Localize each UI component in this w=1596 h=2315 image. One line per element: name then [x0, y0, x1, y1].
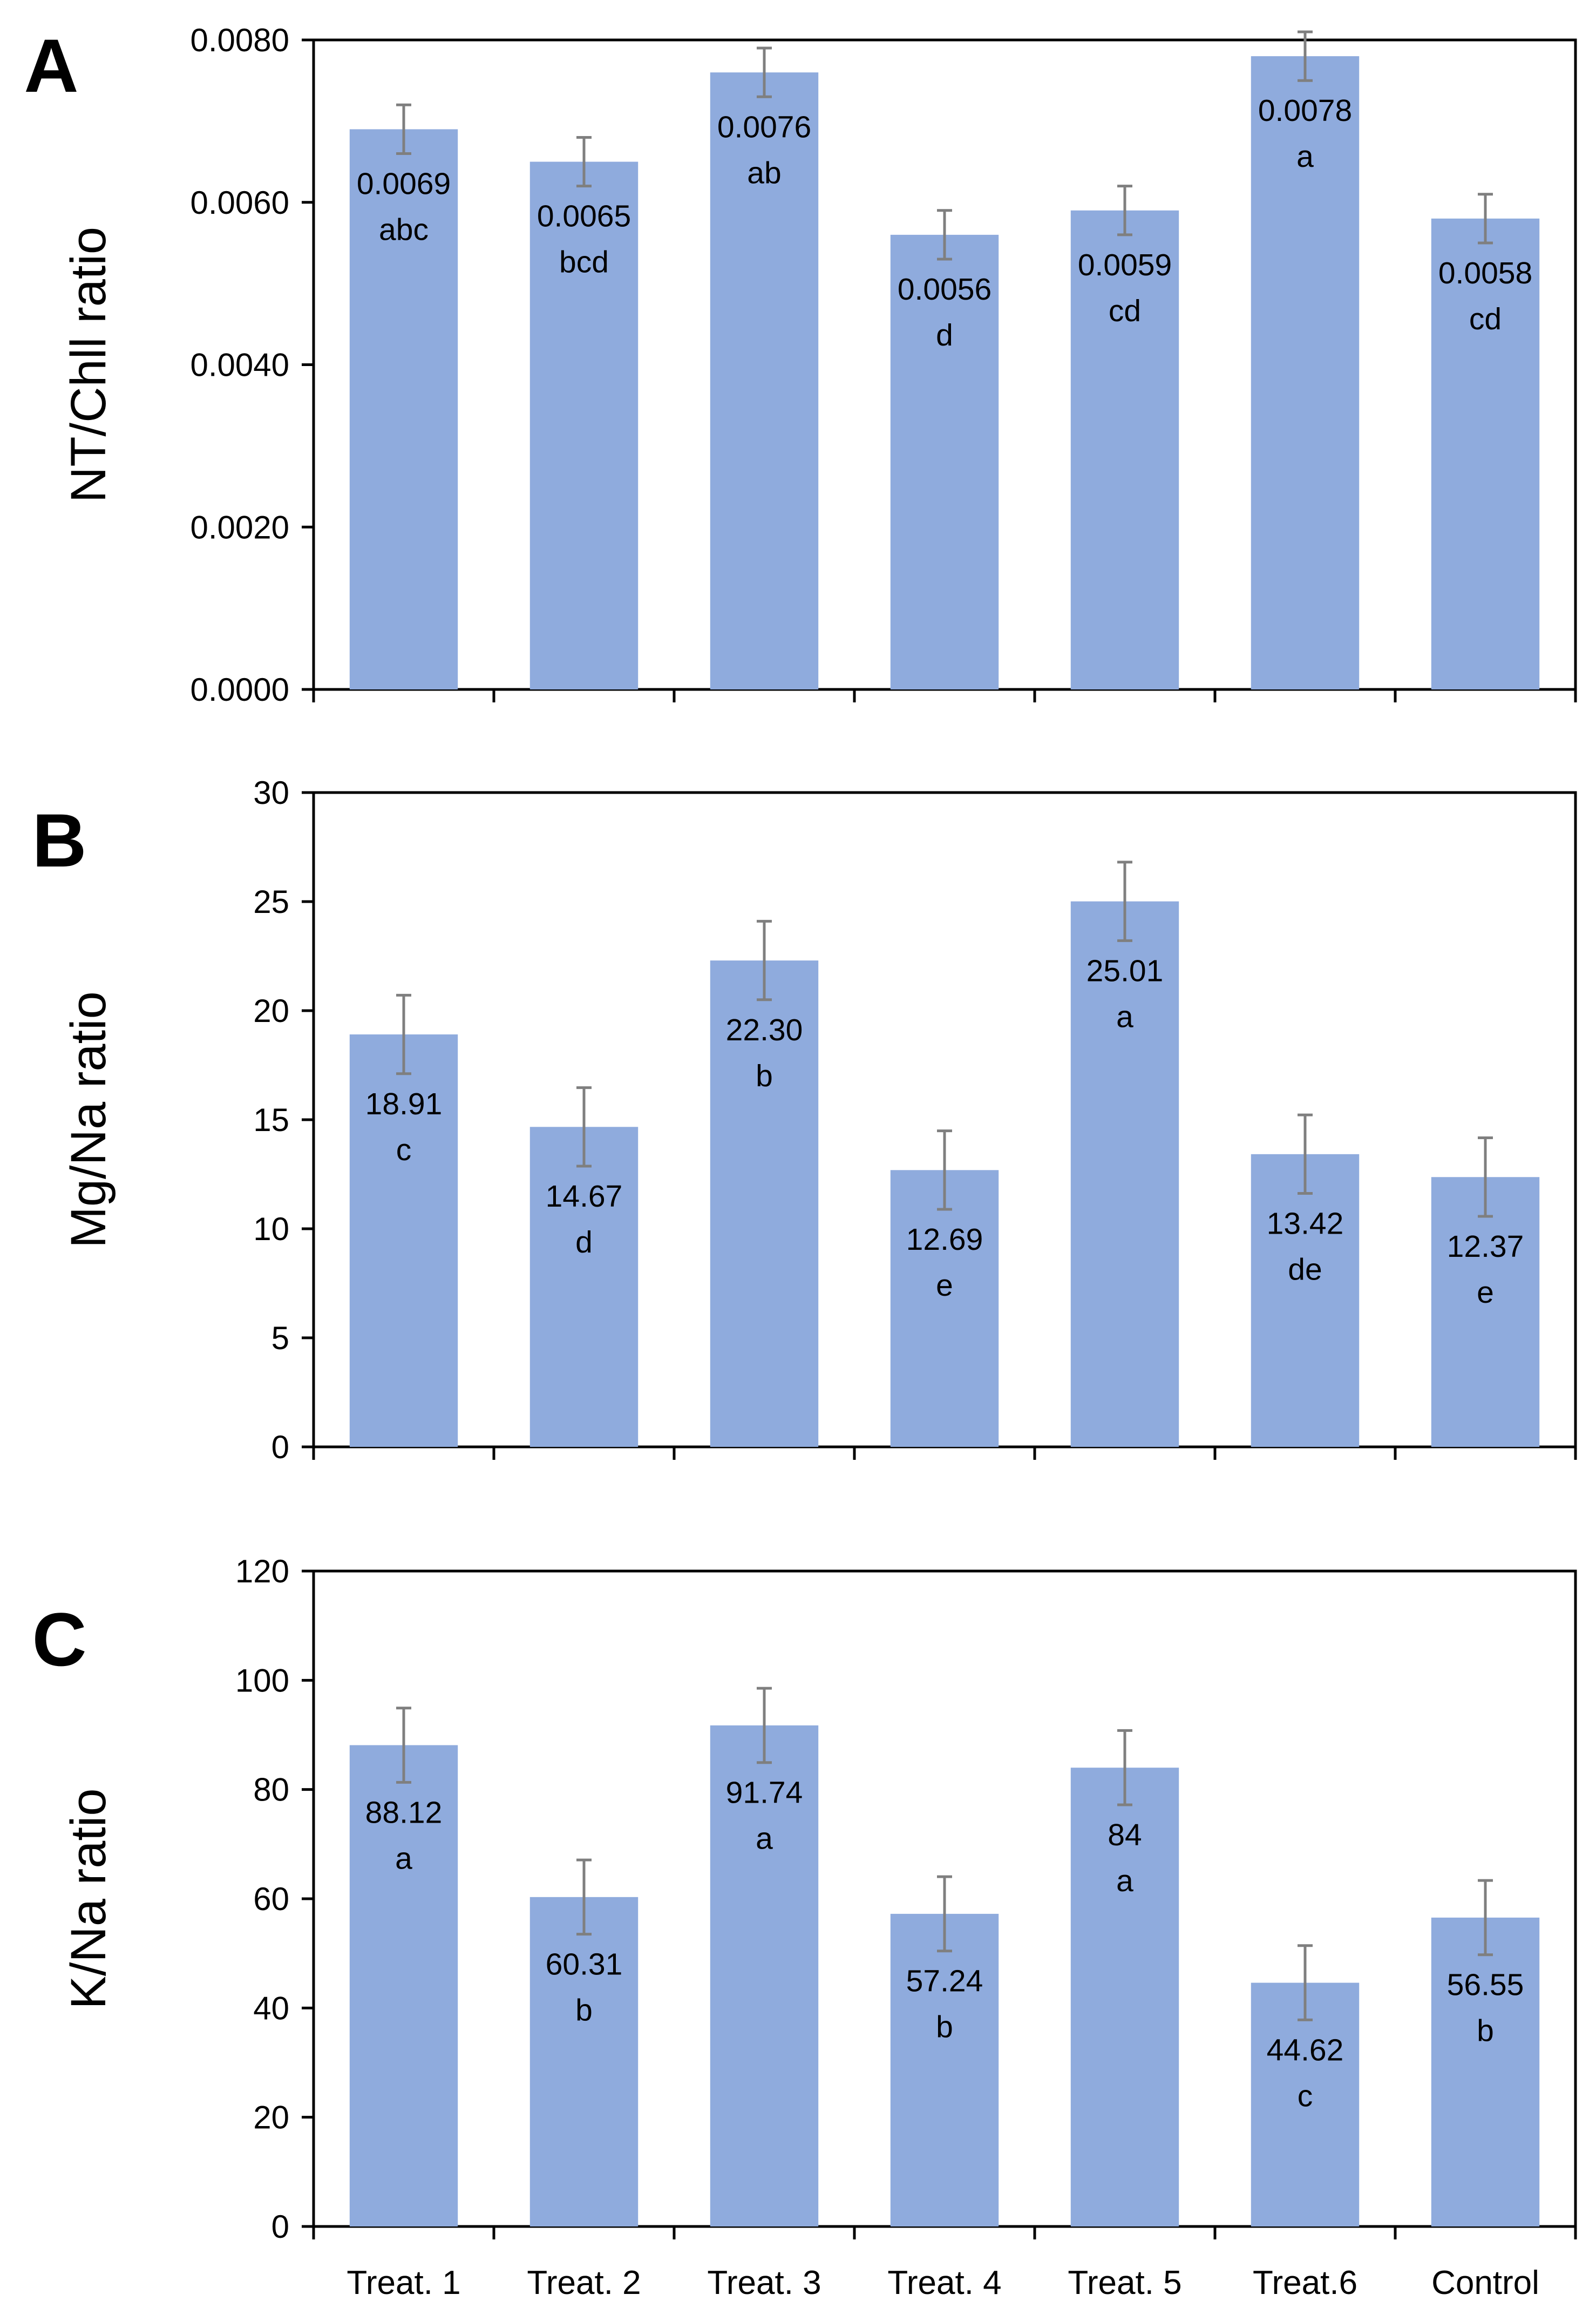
x-tick-label: Treat. 5 [1068, 2264, 1181, 2302]
data-label: 13.42 [1267, 1207, 1344, 1241]
bar [890, 234, 999, 689]
bar [529, 1897, 639, 2226]
significance-letter: e [936, 1268, 953, 1303]
bar [349, 1745, 458, 2226]
significance-letter: cd [1109, 294, 1141, 328]
bar [710, 960, 819, 1447]
bar [890, 1913, 999, 2226]
x-tick-label: Treat. 4 [887, 2264, 1001, 2302]
significance-letter: c [396, 1133, 412, 1167]
significance-letter: c [1298, 2079, 1313, 2113]
y-tick-label: 60 [253, 1881, 289, 1917]
y-tick-label: 5 [271, 1320, 289, 1356]
y-axis-label: K/Na ratio [61, 1788, 116, 2009]
panel-label: B [32, 798, 86, 883]
significance-letter: cd [1469, 302, 1502, 336]
bar [349, 129, 458, 690]
y-tick-label: 0.0000 [190, 672, 289, 708]
significance-letter: abc [379, 213, 429, 247]
y-tick-label: 10 [253, 1211, 289, 1247]
bar [1431, 1177, 1540, 1447]
y-tick-label: 0.0040 [190, 347, 289, 383]
significance-letter: d [575, 1225, 593, 1260]
significance-letter: a [395, 1841, 412, 1876]
y-tick-label: 0 [271, 1429, 289, 1465]
significance-letter: b [756, 1059, 773, 1093]
bar [1431, 218, 1540, 689]
bar [1251, 56, 1360, 690]
panel-label: C [32, 1597, 86, 1682]
data-label: 44.62 [1267, 2033, 1344, 2067]
y-tick-label: 40 [253, 1990, 289, 2026]
x-tick-label: Treat. 3 [707, 2264, 821, 2302]
bar [529, 1127, 639, 1447]
y-axis-label: Mg/Na ratio [61, 991, 116, 1248]
data-label: 57.24 [906, 1964, 983, 1999]
x-tick-label: Treat.6 [1253, 2264, 1357, 2302]
bar [710, 1725, 819, 2226]
significance-letter: bcd [559, 245, 609, 280]
significance-letter: de [1288, 1253, 1322, 1287]
bar [890, 1170, 999, 1447]
significance-letter: ab [747, 155, 781, 190]
y-tick-label: 20 [253, 2100, 289, 2136]
data-label: 18.91 [365, 1087, 443, 1121]
data-label: 84 [1108, 1818, 1142, 1852]
significance-letter: d [936, 318, 953, 353]
data-label: 0.0059 [1078, 248, 1172, 282]
y-tick-label: 0.0020 [190, 509, 289, 545]
bar [1070, 210, 1179, 690]
y-tick-label: 20 [253, 993, 289, 1029]
bar [1431, 1917, 1540, 2226]
significance-letter: a [1296, 139, 1314, 174]
significance-letter: a [756, 1822, 773, 1856]
y-tick-label: 0.0080 [190, 22, 289, 58]
significance-letter: b [575, 1993, 593, 2028]
bar [349, 1034, 458, 1447]
data-label: 22.30 [726, 1013, 803, 1047]
data-label: 91.74 [726, 1776, 803, 1810]
bar [1070, 901, 1179, 1447]
y-axis-label: NT/Chll ratio [61, 227, 116, 503]
significance-letter: e [1477, 1275, 1494, 1310]
bar [710, 72, 819, 689]
data-label: 12.37 [1447, 1229, 1524, 1264]
bar [1070, 1768, 1179, 2226]
x-tick-label: Treat. 1 [347, 2264, 460, 2302]
y-tick-label: 30 [253, 775, 289, 811]
significance-letter: a [1116, 1864, 1133, 1898]
bar [1251, 1154, 1360, 1447]
bar [529, 161, 639, 689]
data-label: 25.01 [1086, 953, 1164, 988]
x-tick-label: Treat. 2 [527, 2264, 641, 2302]
y-tick-label: 120 [235, 1553, 289, 1589]
data-label: 88.12 [365, 1795, 443, 1830]
data-label: 14.67 [546, 1179, 623, 1214]
data-label: 56.55 [1447, 1968, 1524, 2002]
y-tick-label: 15 [253, 1102, 289, 1138]
panel-label: A [24, 23, 78, 108]
y-tick-label: 80 [253, 1772, 289, 1808]
y-tick-label: 0.0060 [190, 185, 289, 221]
data-label: 0.0076 [717, 110, 811, 144]
significance-letter: b [1477, 2014, 1494, 2048]
data-label: 0.0056 [898, 272, 991, 307]
data-label: 12.69 [906, 1222, 983, 1257]
data-label: 0.0078 [1258, 93, 1352, 128]
y-tick-label: 0 [271, 2209, 289, 2245]
data-label: 0.0065 [537, 199, 631, 234]
data-label: 0.0058 [1438, 256, 1532, 290]
bar [1251, 1982, 1360, 2226]
y-tick-label: 25 [253, 884, 289, 920]
y-tick-label: 100 [235, 1662, 289, 1698]
significance-letter: b [936, 2010, 953, 2045]
data-label: 60.31 [546, 1947, 623, 1982]
data-label: 0.0069 [357, 167, 451, 201]
x-tick-label: Control [1431, 2264, 1539, 2302]
significance-letter: a [1116, 999, 1133, 1034]
